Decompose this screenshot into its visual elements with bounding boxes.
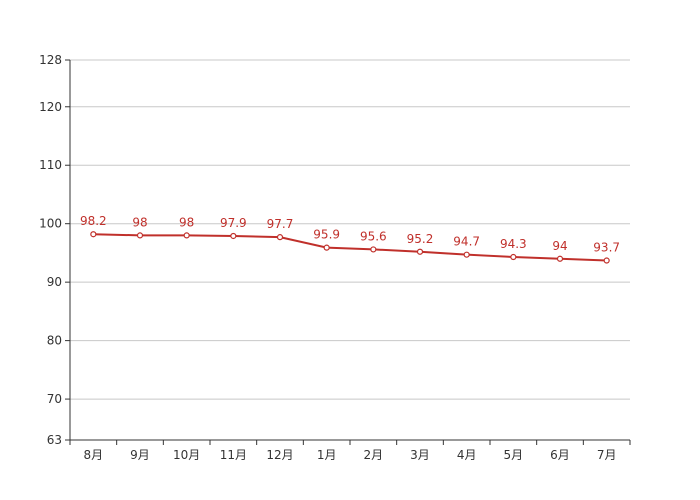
series-line	[93, 233, 607, 262]
y-tick-label: 100	[39, 217, 62, 231]
y-axis-ticks: 63 70 80 90 100 110 120 128	[39, 53, 70, 447]
x-tick-label: 8月	[84, 448, 104, 462]
data-label: 94.7	[453, 235, 480, 249]
data-label: 95.9	[313, 228, 340, 242]
data-point	[136, 232, 144, 239]
data-label: 97.9	[220, 216, 247, 230]
data-point	[556, 255, 564, 262]
x-tick-label: 3月	[410, 448, 430, 462]
x-tick-label: 11月	[220, 448, 247, 462]
x-axis-ticks: 8月 9月 10月 11月 12月 1月 2月 3月 4月 5月 6月 7月	[69, 440, 631, 462]
data-label: 98	[132, 215, 147, 229]
data-point	[183, 232, 190, 239]
axes	[69, 60, 630, 441]
y-tick-label: 63	[47, 433, 62, 447]
x-tick-label: 9月	[130, 448, 150, 462]
x-tick-label: 5月	[504, 448, 524, 462]
data-label: 98	[179, 215, 194, 229]
data-label: 94	[552, 239, 567, 253]
data-label: 98.2	[80, 214, 107, 228]
data-label: 94.3	[500, 237, 527, 251]
data-label: 93.7	[593, 241, 620, 255]
data-point	[276, 234, 284, 241]
series	[90, 231, 610, 264]
x-tick-label: 10月	[173, 448, 200, 462]
data-point	[510, 253, 517, 261]
y-tick-label: 80	[47, 334, 62, 348]
x-tick-label: 2月	[364, 448, 384, 462]
data-point	[603, 257, 610, 264]
x-tick-label: 7月	[597, 448, 617, 462]
data-labels: 98.2 98 98 97.9 97.7 95.9 95.6 95.2 94.7 94.3 94 93…	[80, 214, 620, 254]
data-label: 95.6	[360, 229, 387, 243]
x-tick-label: 6月	[550, 448, 570, 462]
data-label: 97.7	[267, 217, 294, 231]
x-tick-label: 12月	[266, 448, 293, 462]
gridlines	[70, 59, 630, 400]
y-tick-label: 70	[47, 392, 62, 406]
data-label: 95.2	[407, 232, 434, 246]
y-tick-label: 110	[39, 158, 62, 172]
data-point	[463, 251, 470, 258]
x-tick-label: 4月	[457, 448, 477, 462]
data-point	[230, 232, 237, 240]
x-tick-label: 1月	[317, 448, 337, 462]
y-tick-label: 128	[39, 53, 62, 67]
data-point	[370, 246, 377, 253]
y-tick-label: 120	[39, 100, 62, 114]
y-tick-label: 90	[47, 275, 62, 289]
data-point	[416, 248, 424, 255]
data-point	[323, 244, 330, 251]
data-point	[90, 231, 97, 238]
